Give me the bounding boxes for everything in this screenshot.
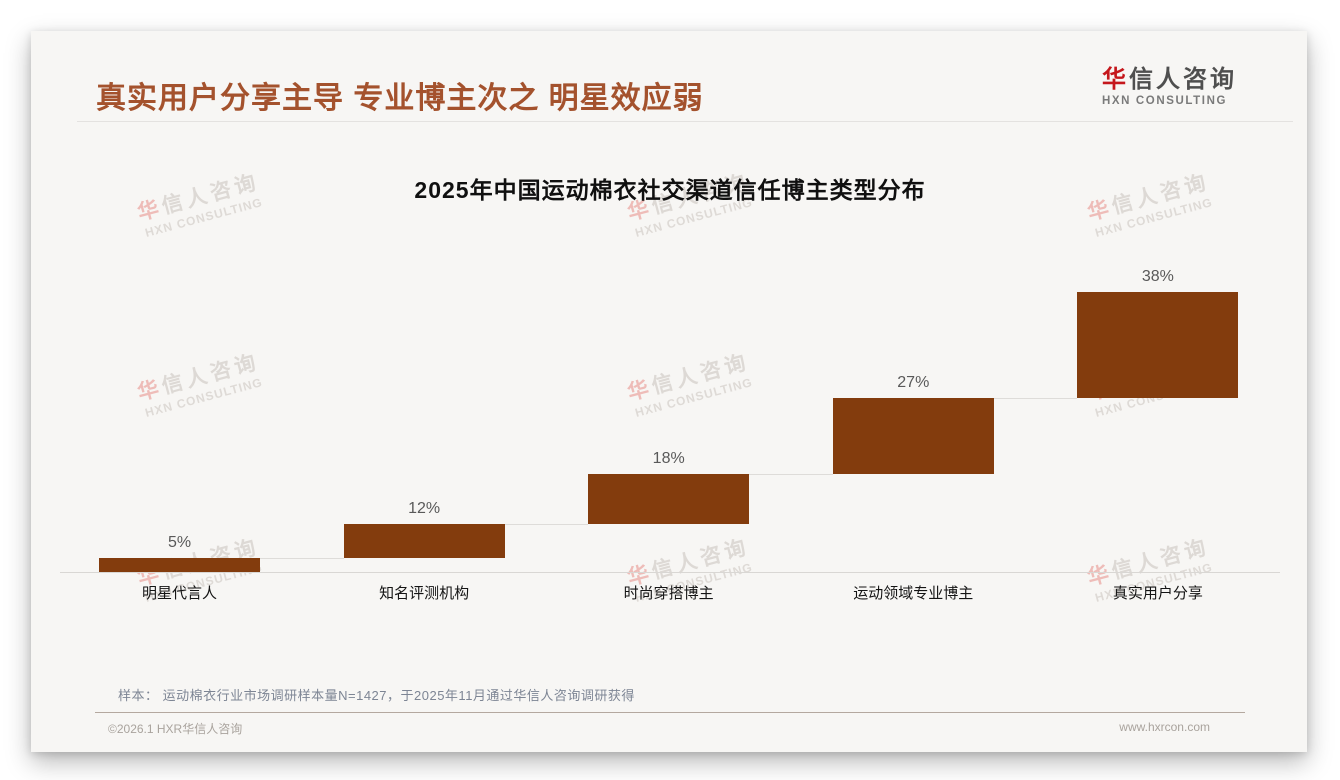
connector-line <box>749 474 833 475</box>
report-card: 真实用户分享主导 专业博主次之 明星效应弱 华信人咨询 HXN CONSULTI… <box>31 31 1307 752</box>
bar <box>99 558 260 572</box>
category-label: 真实用户分享 <box>1112 585 1203 602</box>
category-label: 明星代言人 <box>141 585 217 602</box>
logo-chinese-name: 华信人咨询 <box>1102 59 1237 94</box>
company-logo: 华信人咨询 HXN CONSULTING <box>1102 59 1237 107</box>
plot-area: 5% 明星代言人 12% 知名评测机构 18% 时尚穿搭博主 27% 运动领域专业博主 38% 真… <box>60 152 1280 622</box>
bar <box>832 398 994 474</box>
connector-line <box>260 558 344 559</box>
footer-divider <box>95 712 1245 713</box>
axis-baseline <box>60 572 1280 573</box>
logo-rest-chars: 信人咨询 <box>1129 66 1237 93</box>
chart-title: 2025年中国运动棉衣社交渠道信任博主类型分布 <box>414 177 926 203</box>
category-label: 知名评测机构 <box>379 585 470 602</box>
connector-line <box>504 524 589 526</box>
connector-line <box>993 398 1078 400</box>
sample-note: 样本： 运动棉衣行业市场调研样本量N=1427，于2025年11月通过华信人咨询… <box>118 688 635 703</box>
page-title: 真实用户分享主导 专业博主次之 明星效应弱 <box>96 82 704 115</box>
logo-english-name: HXN CONSULTING <box>1102 95 1228 107</box>
title-divider <box>77 121 1293 122</box>
value-label: 38% <box>1141 268 1174 285</box>
bar <box>588 474 750 525</box>
bar <box>343 524 505 558</box>
value-label: 18% <box>652 450 685 467</box>
website-url: www.hxrcon.com <box>1119 720 1210 734</box>
value-label: 5% <box>167 534 192 551</box>
copyright-text: ©2026.1 HXR华信人咨询 <box>108 722 243 736</box>
value-label: 12% <box>408 500 441 518</box>
category-label: 运动领域专业博主 <box>853 585 974 602</box>
bar <box>1077 292 1239 399</box>
logo-accent-char: 华 <box>1102 66 1129 93</box>
category-label: 时尚穿搭博主 <box>623 585 714 602</box>
value-label: 27% <box>897 374 930 392</box>
